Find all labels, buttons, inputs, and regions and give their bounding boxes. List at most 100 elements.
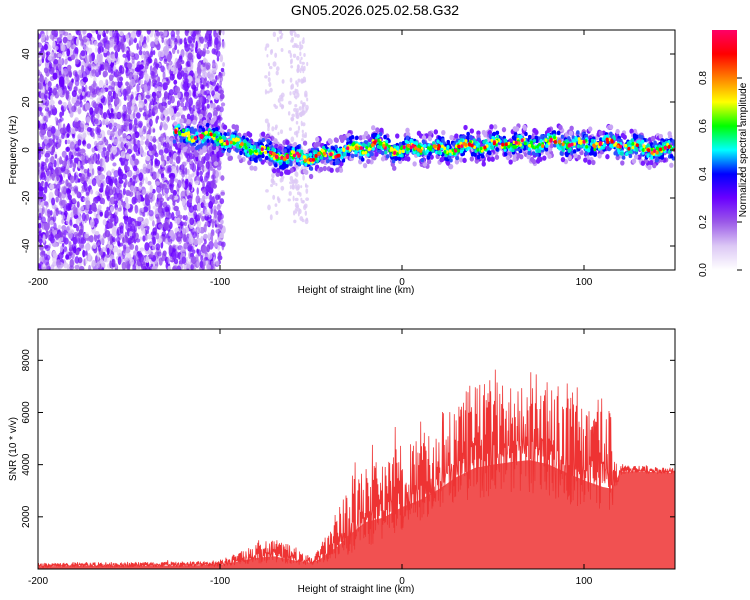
noise-dot: [102, 120, 105, 126]
noise-dot: [194, 78, 201, 83]
noise-dot: [111, 145, 118, 155]
noise-dot: [276, 37, 279, 42]
noise-dot: [170, 188, 174, 194]
ridge-dot: [260, 131, 266, 137]
noise-dot: [80, 165, 84, 170]
noise-dot: [80, 205, 85, 211]
noise-dot: [162, 71, 166, 80]
ridge-dot: [514, 126, 520, 132]
noise-dot: [155, 243, 161, 251]
noise-dot: [45, 230, 49, 239]
ridge-dot: [266, 138, 271, 144]
noise-dot: [42, 193, 47, 202]
noise-dot: [300, 56, 303, 61]
noise-dot: [97, 145, 101, 152]
noise-dot: [127, 107, 132, 115]
noise-dot: [210, 260, 214, 265]
noise-dot: [158, 257, 163, 266]
noise-dot: [51, 197, 56, 206]
noise-dot: [219, 80, 222, 87]
noise-dot: [84, 232, 90, 239]
noise-dot: [153, 80, 159, 89]
noise-dot: [66, 224, 72, 233]
ridge-dot: [325, 159, 330, 164]
noise-dot: [188, 236, 194, 245]
ridge-dot: [637, 154, 642, 160]
ridge-dot: [350, 153, 355, 159]
noise-dot: [112, 176, 118, 184]
noise-dot: [290, 65, 294, 69]
noise-dot: [144, 62, 149, 70]
noise-dot: [186, 263, 191, 269]
noise-dot: [203, 105, 207, 112]
noise-dot: [152, 128, 156, 133]
noise-dot: [98, 91, 104, 99]
ridge-dot: [328, 138, 333, 145]
noise-dot: [298, 106, 302, 111]
noise-dot: [299, 111, 303, 118]
noise-dot: [280, 32, 284, 36]
ridge-dot: [537, 156, 542, 162]
noise-dot: [206, 244, 210, 253]
noise-dot: [107, 169, 111, 176]
noise-dot: [166, 39, 171, 46]
noise-dot: [287, 111, 291, 116]
noise-dot: [122, 187, 126, 196]
noise-dot: [210, 77, 215, 83]
noise-dot: [112, 237, 116, 243]
noise-dot: [137, 93, 142, 102]
noise-dot: [140, 224, 144, 232]
noise-dot: [200, 84, 205, 90]
ridge-dot: [605, 154, 610, 160]
ridge-dot: [615, 155, 620, 161]
noise-dot: [302, 122, 306, 127]
noise-dot: [88, 63, 92, 68]
ridge-dot: [508, 159, 513, 165]
noise-dot: [138, 102, 144, 109]
noise-dot: [105, 43, 110, 50]
ridge-dot: [608, 124, 614, 130]
noise-dot: [173, 113, 176, 121]
noise-dot: [91, 261, 96, 266]
noise-dot: [64, 58, 68, 65]
ridge-dot: [576, 130, 580, 135]
noise-dot: [209, 68, 212, 75]
noise-dot: [132, 111, 136, 119]
noise-dot: [171, 212, 175, 221]
noise-dot: [46, 129, 53, 138]
noise-dot: [75, 218, 80, 225]
noise-dot: [132, 133, 136, 140]
noise-dot: [76, 74, 80, 82]
ridge-dot: [194, 151, 199, 158]
noise-dot: [108, 175, 112, 185]
noise-dot: [124, 246, 131, 254]
noise-dot: [86, 32, 93, 39]
noise-dot: [273, 103, 277, 108]
noise-dot: [207, 166, 211, 176]
noise-dot: [79, 100, 83, 108]
noise-dot: [152, 135, 157, 144]
noise-dot: [155, 31, 160, 37]
noise-dot: [54, 167, 59, 175]
noise-dot: [177, 70, 181, 77]
noise-dot: [139, 34, 144, 42]
ridge-dot: [549, 143, 554, 149]
ridge-dot: [369, 159, 374, 165]
noise-dot: [217, 213, 222, 222]
noise-dot: [200, 235, 204, 244]
noise-dot: [86, 173, 91, 180]
noise-dot: [197, 249, 202, 257]
noise-dot: [99, 259, 104, 264]
noise-dot: [161, 183, 168, 190]
noise-dot: [166, 155, 170, 162]
ridge-dot: [366, 158, 371, 165]
ridge-dot: [279, 171, 284, 177]
noise-dot: [96, 97, 101, 105]
noise-dot: [304, 183, 307, 188]
noise-dot: [169, 137, 174, 146]
noise-dot: [188, 197, 193, 203]
noise-dot: [118, 176, 123, 182]
noise-dot: [279, 129, 284, 134]
noise-dot: [174, 217, 177, 224]
noise-dot: [267, 77, 271, 83]
